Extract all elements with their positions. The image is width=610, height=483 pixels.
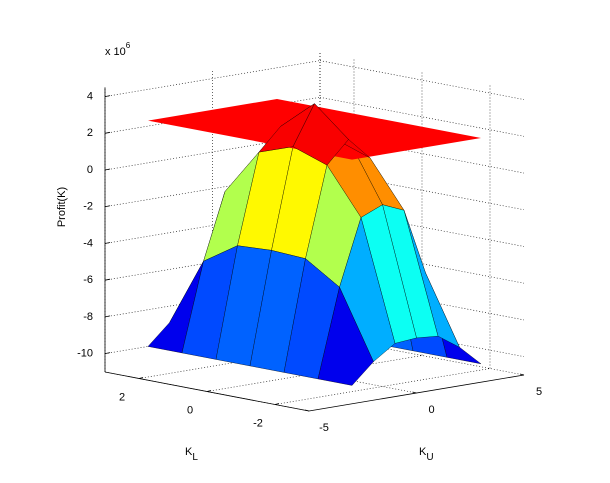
x-axis-label: KU [419, 446, 434, 463]
tick-mark [104, 95, 111, 97]
label-sub: L [192, 452, 198, 463]
multiplier-base: x 10 [105, 46, 126, 58]
tick-mark [206, 390, 212, 392]
z-axis-label: Profit(K) [56, 187, 68, 227]
tick-mark [104, 278, 111, 281]
z-tick-label: 4 [87, 90, 93, 102]
tick-mark [104, 352, 111, 355]
label-main: K [419, 446, 427, 458]
z-tick-label: -2 [83, 201, 93, 213]
z-multiplier: x 106 [105, 41, 131, 58]
tick-mark [138, 377, 144, 379]
tick-mark [104, 205, 111, 208]
y-axis-label: KL [185, 446, 198, 463]
grid-line [274, 368, 491, 405]
label-main: K [185, 446, 193, 458]
z-tick-label: -10 [77, 348, 93, 360]
x-tick-label: 5 [536, 386, 542, 398]
x-tick-label: 0 [428, 404, 434, 416]
tick-mark [274, 403, 280, 405]
surface-patch [317, 286, 374, 386]
y-tick-label: 0 [187, 404, 193, 416]
grid-line [104, 60, 321, 97]
z-tick-label: 0 [87, 164, 93, 176]
surface-layer [147, 98, 482, 386]
grid-line [104, 207, 321, 244]
axes-layer: -10 -8 -6 -4 -2 0 2 4 -2 0 2 -5 0 5 [77, 87, 542, 434]
tick-mark [104, 242, 111, 244]
y-tick-label: -2 [253, 417, 263, 429]
tick-mark [104, 131, 111, 134]
tick-mark [104, 315, 111, 318]
multiplier-exponent: 6 [126, 41, 131, 50]
label-sub: U [426, 452, 433, 463]
tick-mark [104, 168, 111, 171]
tick-mark [304, 409, 310, 412]
tick-mark [412, 391, 417, 394]
x-tick-label: -5 [319, 422, 329, 434]
z-tick-label: -4 [83, 237, 93, 249]
z-tick-label: 2 [87, 127, 93, 139]
tick-mark [519, 373, 525, 376]
surface-patch [292, 103, 349, 166]
y-tick-label: 2 [119, 391, 125, 403]
z-tick-label: -6 [83, 274, 93, 286]
z-tick-label: -8 [83, 311, 93, 323]
